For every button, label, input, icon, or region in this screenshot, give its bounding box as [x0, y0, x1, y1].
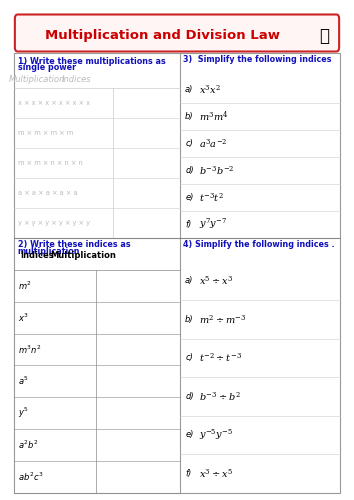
Text: $y^{-5}y^{-5}$: $y^{-5}y^{-5}$ [199, 428, 233, 442]
Text: c): c) [185, 353, 193, 362]
FancyBboxPatch shape [15, 14, 339, 52]
Text: 2) Write these indices as: 2) Write these indices as [18, 240, 130, 249]
Text: m × m × n × n × n: m × m × n × n × n [18, 160, 82, 166]
Text: y × y × y × y × y × y: y × y × y × y × y × y [18, 220, 90, 226]
Text: $t^{-2} \div t^{-3}$: $t^{-2} \div t^{-3}$ [199, 352, 242, 364]
Text: Indices: Indices [61, 75, 91, 84]
Text: d): d) [185, 392, 194, 400]
Text: 1) Write these multiplications as: 1) Write these multiplications as [18, 56, 165, 66]
Text: a): a) [185, 86, 194, 94]
Bar [14, 52, 340, 492]
Text: c): c) [185, 139, 193, 148]
Text: d): d) [185, 166, 194, 175]
Text: $m^{3}n^{2}$: $m^{3}n^{2}$ [18, 344, 41, 355]
Text: m × m × m × m: m × m × m × m [18, 130, 73, 136]
Text: $a^{2}b^{2}$: $a^{2}b^{2}$ [18, 438, 38, 451]
Text: Multiplication: Multiplication [50, 250, 116, 260]
Text: $m^{3}m^{4}$: $m^{3}m^{4}$ [199, 110, 229, 124]
Text: Indices: Indices [21, 250, 54, 260]
Text: $y^{7}y^{-7}$: $y^{7}y^{-7}$ [199, 217, 228, 232]
Text: single power: single power [18, 64, 76, 72]
Text: $y^{5}$: $y^{5}$ [18, 406, 28, 420]
Text: $x^{3} \div x^{5}$: $x^{3} \div x^{5}$ [199, 467, 233, 479]
Text: $b^{-3}b^{-2}$: $b^{-3}b^{-2}$ [199, 164, 235, 176]
Text: Multiplication and Division Law: Multiplication and Division Law [45, 30, 280, 43]
Text: $a^{3}a^{-2}$: $a^{3}a^{-2}$ [199, 138, 228, 150]
Text: $m^{2} \div m^{-3}$: $m^{2} \div m^{-3}$ [199, 313, 247, 326]
Text: 🚫: 🚫 [319, 27, 329, 45]
Text: e): e) [185, 193, 194, 202]
Text: 3)  Simplify the following indices: 3) Simplify the following indices [183, 55, 332, 64]
Text: a × a × a × a × a: a × a × a × a × a [18, 190, 77, 196]
Text: Multiplication: Multiplication [9, 75, 65, 84]
Text: $t^{-3}t^{2}$: $t^{-3}t^{2}$ [199, 191, 224, 203]
Text: $b^{-3} \div b^{2}$: $b^{-3} \div b^{2}$ [199, 390, 241, 402]
Text: b): b) [185, 315, 194, 324]
Text: $x^{3}$: $x^{3}$ [18, 312, 29, 324]
Text: $a^{5}$: $a^{5}$ [18, 375, 28, 388]
Text: f): f) [185, 220, 192, 228]
Text: $m^{2}$: $m^{2}$ [18, 280, 32, 292]
Text: f): f) [185, 469, 192, 478]
Text: multiplication: multiplication [18, 246, 80, 256]
Text: $x^{3}x^{2}$: $x^{3}x^{2}$ [199, 84, 221, 96]
Text: b): b) [185, 112, 194, 121]
Text: $ab^{2}c^{3}$: $ab^{2}c^{3}$ [18, 470, 43, 483]
Text: a): a) [185, 276, 194, 285]
Text: 4) Simplify the following indices .: 4) Simplify the following indices . [183, 240, 335, 249]
Text: e): e) [185, 430, 194, 439]
Text: $x^{5} \div x^{3}$: $x^{5} \div x^{3}$ [199, 274, 233, 287]
Text: x × x × x × x × x × x: x × x × x × x × x × x [18, 100, 90, 106]
